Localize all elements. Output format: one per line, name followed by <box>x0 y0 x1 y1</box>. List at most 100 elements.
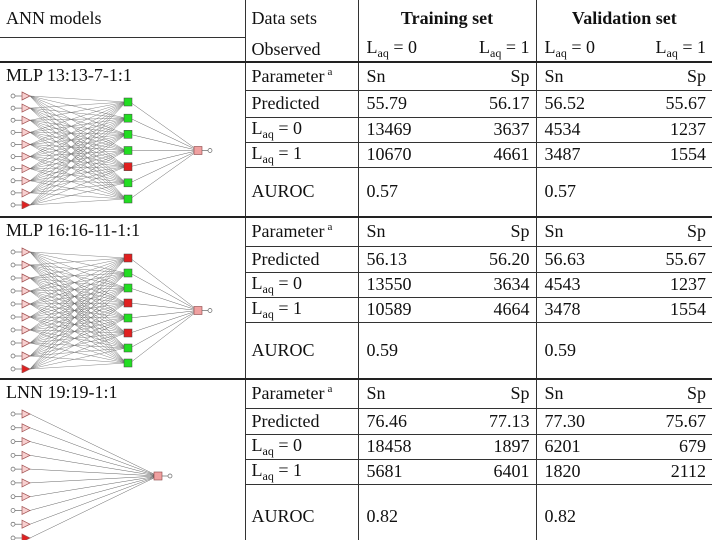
connection <box>130 311 198 334</box>
connection <box>130 151 198 200</box>
value-cell: 0.59 <box>536 323 712 379</box>
text: = 0 <box>274 118 302 138</box>
connection <box>30 118 126 168</box>
value-cell: Sp <box>626 217 712 246</box>
row-label: Laq = 1 <box>245 297 358 322</box>
value-cell: 3487 <box>536 142 626 167</box>
header-cell: Laq = 0 <box>536 37 626 62</box>
text: L <box>252 298 263 318</box>
value-cell: 55.67 <box>626 246 712 272</box>
input-node <box>22 140 30 148</box>
page: ANN modelsData setsTraining setValidatio… <box>0 0 712 540</box>
input-node <box>22 92 30 100</box>
value-cell: Sp <box>626 379 712 408</box>
value-cell: 0.57 <box>358 167 536 217</box>
value-cell: 4534 <box>536 117 626 142</box>
input-node <box>22 438 30 446</box>
header-cell: Data sets <box>245 0 358 37</box>
input-node <box>22 313 30 321</box>
row-label: Laq = 0 <box>245 434 358 459</box>
text: aq <box>263 127 274 141</box>
input-dot <box>11 367 15 371</box>
value-cell: 1820 <box>536 459 626 484</box>
connection <box>30 317 126 318</box>
text: = 0 <box>567 37 595 57</box>
text: = 1 <box>678 37 706 57</box>
text: L <box>479 37 490 57</box>
header-cell: Laq = 0 <box>358 37 448 62</box>
connection <box>30 414 158 476</box>
connection <box>30 102 126 144</box>
value-cell: 18458 <box>358 434 448 459</box>
connection <box>30 183 126 193</box>
input-dot <box>11 289 15 293</box>
value-cell: 0.82 <box>358 484 536 540</box>
value-cell: 1897 <box>448 434 536 459</box>
text: aq <box>378 46 389 60</box>
connection <box>130 258 198 311</box>
input-dot <box>11 508 15 512</box>
row-label: Laq = 1 <box>245 142 358 167</box>
connection <box>30 428 158 476</box>
input-dot <box>11 263 15 267</box>
input-dot <box>11 426 15 430</box>
text: L <box>252 435 263 455</box>
model-name: MLP 13:13-7-1:1 <box>0 62 245 90</box>
connection <box>30 258 126 265</box>
value-cell: 77.30 <box>536 408 626 434</box>
text: aq <box>490 46 501 60</box>
text: = 1 <box>274 143 302 163</box>
row-label: Predicted <box>245 408 358 434</box>
model-name: LNN 19:19-1:1 <box>0 379 245 408</box>
value-cell: 3478 <box>536 297 626 322</box>
input-node <box>22 493 30 501</box>
row: ANN modelsData setsTraining setValidatio… <box>0 0 712 37</box>
input-dot <box>11 167 15 171</box>
input-dot <box>11 142 15 146</box>
output-dot <box>168 474 172 478</box>
value-cell: 5681 <box>358 459 448 484</box>
value-cell: 55.67 <box>626 90 712 117</box>
input-node <box>22 248 30 256</box>
output-node <box>194 147 202 155</box>
text: a <box>327 66 332 78</box>
value-cell: Sn <box>358 379 448 408</box>
hidden-node <box>124 314 132 322</box>
row-label: Laq = 0 <box>245 117 358 142</box>
value-cell: 10670 <box>358 142 448 167</box>
hidden-node <box>124 269 132 277</box>
input-node <box>22 165 30 173</box>
text: L <box>367 37 378 57</box>
connection <box>130 151 198 183</box>
header-cell: Validation set <box>536 0 712 37</box>
hidden-node <box>124 359 132 367</box>
connection <box>130 118 198 150</box>
hidden-node <box>124 98 132 106</box>
header-cell: ANN models <box>0 0 245 37</box>
value-cell: 56.20 <box>448 246 536 272</box>
value-cell: Sn <box>536 217 626 246</box>
text: a <box>327 383 332 395</box>
value-cell: 56.52 <box>536 90 626 117</box>
value-cell: 56.13 <box>358 246 448 272</box>
value-cell: 56.17 <box>448 90 536 117</box>
hidden-node <box>124 114 132 122</box>
row-label: Parametera <box>245 217 358 246</box>
value-cell: 1237 <box>626 272 712 297</box>
connection <box>30 476 158 538</box>
value-cell: Sn <box>536 62 626 90</box>
network-diagram <box>8 246 233 373</box>
header-cell <box>0 37 245 62</box>
value-cell: 3634 <box>448 272 536 297</box>
connection <box>30 151 126 181</box>
connection <box>30 476 158 483</box>
input-dot <box>11 440 15 444</box>
row-label: AUROC <box>245 323 358 379</box>
value-cell: 2112 <box>626 459 712 484</box>
input-node <box>22 300 30 308</box>
input-node <box>22 451 30 459</box>
value-cell: 4661 <box>448 142 536 167</box>
input-dot <box>11 341 15 345</box>
hidden-node <box>124 329 132 337</box>
